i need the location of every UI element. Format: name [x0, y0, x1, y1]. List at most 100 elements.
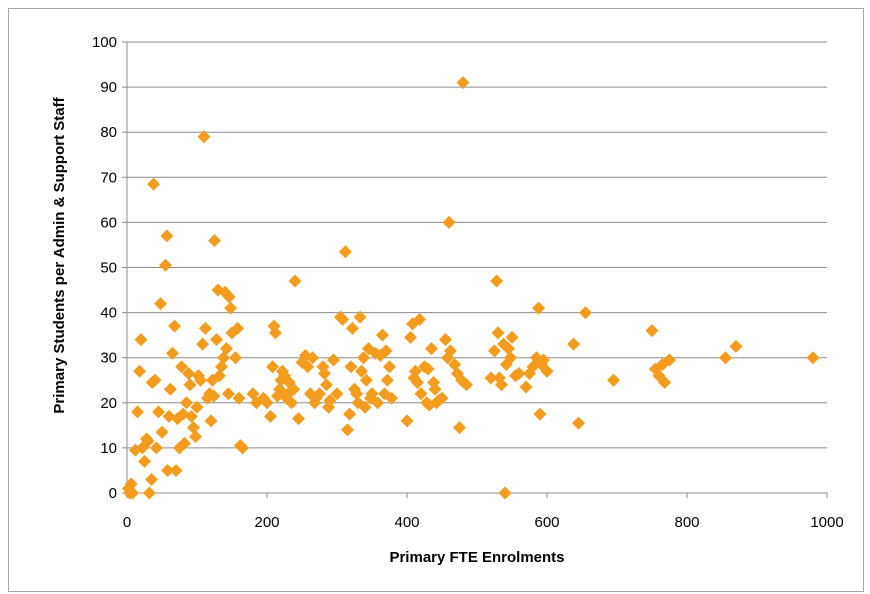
data-point [519, 380, 533, 394]
axes [122, 41, 828, 498]
x-axis-title: Primary FTE Enrolments [389, 549, 564, 566]
data-point [168, 319, 182, 333]
data-point [341, 423, 354, 437]
data-point [658, 376, 672, 390]
data-point [184, 409, 198, 423]
data-point [134, 333, 148, 347]
y-tick-label: 60 [100, 214, 117, 231]
data-point [154, 297, 168, 311]
y-tick-label: 10 [100, 440, 117, 457]
data-point [443, 344, 457, 358]
data-point [572, 416, 585, 430]
data-point [343, 407, 357, 421]
data-point [306, 351, 319, 365]
data-point [607, 373, 620, 387]
y-tick-label: 70 [100, 169, 117, 186]
data-point [495, 378, 508, 392]
x-tick-label: 0 [123, 514, 131, 531]
data-point [505, 330, 519, 344]
data-point [442, 215, 456, 229]
data-point [190, 400, 204, 414]
y-tick-label: 50 [100, 260, 117, 277]
data-point [183, 378, 197, 392]
data-point [404, 330, 417, 344]
data-point [145, 472, 158, 486]
data-point [491, 326, 505, 340]
x-tick-label: 200 [254, 514, 279, 531]
y-tick-label: 80 [100, 124, 117, 141]
data-point [663, 353, 676, 367]
data-point [147, 177, 161, 191]
data-point [222, 387, 235, 401]
data-point [421, 362, 435, 376]
data-point [729, 339, 743, 353]
data-point [260, 396, 274, 410]
data-point [645, 324, 659, 338]
data-point [198, 321, 212, 335]
data-point [439, 333, 452, 347]
data-point [166, 346, 179, 360]
data-point [533, 407, 547, 421]
data-point [719, 351, 732, 365]
data-point [236, 441, 249, 455]
data-point [502, 342, 515, 356]
data-point [187, 421, 200, 435]
data-point [208, 233, 221, 247]
y-tick-label: 40 [100, 305, 117, 322]
data-point [301, 360, 315, 374]
data-point [159, 258, 172, 272]
data-point [498, 486, 512, 500]
data-point [155, 425, 169, 439]
data-point [313, 387, 326, 401]
data-point [365, 387, 379, 401]
data-point [460, 378, 473, 392]
y-tick-label: 90 [100, 79, 117, 96]
data-point [359, 373, 373, 387]
y-tick-label: 100 [92, 34, 117, 51]
data-point [180, 396, 193, 410]
data-point [148, 373, 162, 387]
data-point [232, 391, 246, 405]
data-point [194, 373, 207, 387]
data-point [380, 373, 394, 387]
data-point [400, 414, 414, 428]
data-point [231, 321, 245, 335]
data-point [131, 405, 144, 419]
data-point [344, 360, 358, 374]
y-tick-label: 0 [109, 485, 117, 502]
y-tick-label: 30 [100, 350, 117, 367]
data-point [579, 306, 592, 320]
data-point [345, 321, 359, 335]
data-point [163, 382, 177, 396]
data-point [532, 301, 546, 315]
data-point [456, 76, 470, 90]
data-point [806, 351, 820, 365]
data-point [204, 414, 218, 428]
x-tick-label: 400 [394, 514, 419, 531]
data-point [222, 290, 236, 304]
data-point [379, 344, 393, 358]
data-point [330, 387, 344, 401]
y-axis-title: Primary Students per Admin & Support Sta… [51, 96, 68, 413]
data-point [224, 301, 238, 315]
data-point [141, 434, 155, 448]
data-point [268, 326, 282, 340]
data-point [142, 486, 156, 500]
data-point [189, 430, 203, 444]
data-point [425, 342, 438, 356]
data-point [350, 387, 364, 401]
data-point [540, 364, 554, 378]
data-point [383, 360, 396, 374]
data-point [385, 391, 399, 405]
data-point [413, 312, 427, 326]
data-point [182, 366, 196, 380]
x-tick-label: 600 [534, 514, 559, 531]
data-point [504, 351, 518, 365]
data-point [435, 391, 449, 405]
y-tick-label: 20 [100, 395, 117, 412]
data-point [408, 364, 422, 378]
data-point [219, 342, 233, 356]
data-point [212, 369, 226, 383]
